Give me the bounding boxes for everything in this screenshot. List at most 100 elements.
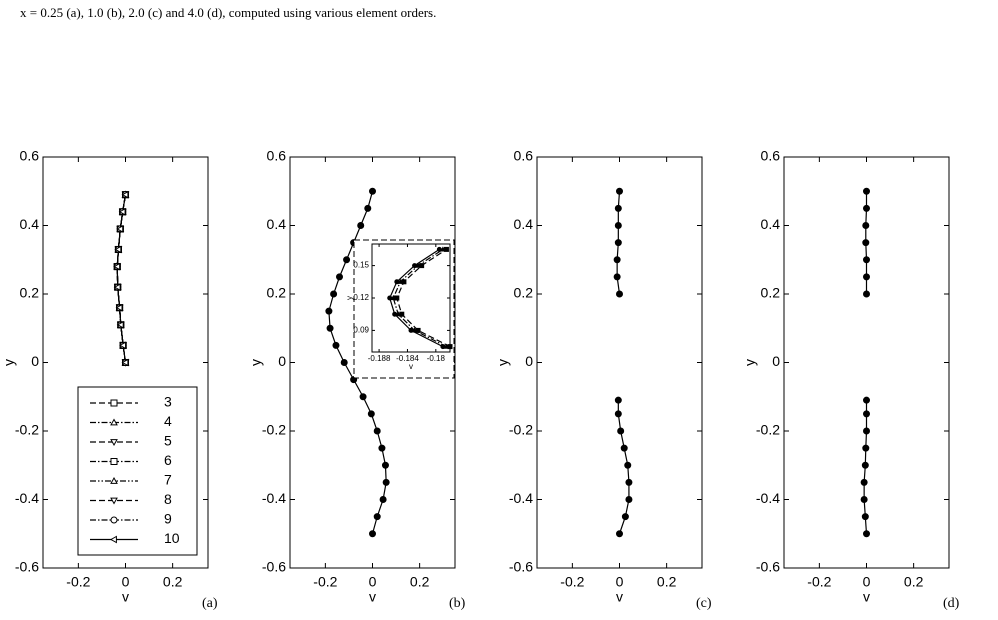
legend-label: 3 xyxy=(164,394,172,410)
marker xyxy=(863,530,870,538)
panel-label: (d) xyxy=(943,596,960,611)
x-tick-label: 0.2 xyxy=(904,574,924,590)
marker xyxy=(621,513,629,521)
marker xyxy=(113,262,121,271)
marker xyxy=(115,303,123,312)
marker xyxy=(614,239,622,247)
marker xyxy=(415,262,421,268)
marker xyxy=(330,290,338,298)
y-tick-label: -0.2 xyxy=(15,422,39,438)
marker xyxy=(357,222,365,229)
x-tick-label: 0 xyxy=(863,574,871,590)
y-tick-label: 0.2 xyxy=(514,285,534,301)
y-tick-label: -0.6 xyxy=(509,559,533,575)
y-tick-label: -0.2 xyxy=(509,422,533,438)
x-tick-label: 0 xyxy=(616,574,624,590)
marker xyxy=(862,222,870,229)
y-tick-label: 0.4 xyxy=(761,216,781,232)
marker xyxy=(116,225,124,233)
marker xyxy=(863,204,870,212)
marker xyxy=(443,343,450,349)
marker xyxy=(113,283,121,291)
x-tick-label: -0.188 xyxy=(368,354,391,363)
marker xyxy=(379,496,387,503)
y-tick-label: 0.6 xyxy=(514,148,534,164)
legend-marker xyxy=(110,418,118,426)
x-tick-label: -0.2 xyxy=(807,574,831,590)
marker xyxy=(613,273,621,281)
marker xyxy=(617,427,625,435)
x-tick-label: 0 xyxy=(122,574,130,590)
legend-label: 10 xyxy=(164,530,180,546)
y-tick-label: 0.12 xyxy=(353,293,369,302)
y-tick-label: -0.4 xyxy=(756,490,780,506)
y-tick-label: 0.6 xyxy=(20,148,40,164)
marker xyxy=(613,256,621,264)
legend-label: 9 xyxy=(164,511,172,527)
y-tick-label: -0.2 xyxy=(756,422,780,438)
marker xyxy=(367,410,375,418)
marker xyxy=(616,187,623,195)
marker xyxy=(440,246,446,252)
marker xyxy=(447,344,453,350)
x-tick-label: -0.2 xyxy=(560,574,584,590)
y-axis-label: y xyxy=(495,359,511,366)
x-tick-label: -0.2 xyxy=(313,574,337,590)
legend-marker xyxy=(110,516,118,524)
y-tick-label: -0.4 xyxy=(15,490,39,506)
marker xyxy=(340,359,348,366)
caption: x = 0.25 (a), 1.0 (b), 2.0 (c) and 4.0 (… xyxy=(20,5,436,20)
y-tick-label: -0.4 xyxy=(509,490,533,506)
panel-label: (a) xyxy=(202,596,218,611)
inset-frame xyxy=(353,239,455,379)
marker xyxy=(862,239,870,247)
legend-box xyxy=(77,386,198,556)
marker xyxy=(114,245,122,254)
marker xyxy=(614,396,622,404)
marker xyxy=(863,396,870,404)
marker xyxy=(616,290,623,298)
marker xyxy=(397,278,404,284)
marker xyxy=(118,207,126,216)
x-tick-label: 0 xyxy=(369,574,377,590)
y-tick-label: 0 xyxy=(772,353,780,369)
x-axis-label: v xyxy=(863,589,870,605)
marker xyxy=(121,358,129,367)
y-tick-label: 0.09 xyxy=(353,326,369,335)
legend-marker xyxy=(110,458,118,465)
y-axis-label: y xyxy=(1,359,17,366)
x-axis-label: v xyxy=(616,589,623,605)
y-tick-label: 0 xyxy=(525,353,533,369)
legend-label: 8 xyxy=(164,491,172,507)
marker xyxy=(614,222,622,229)
x-axis-label: v xyxy=(369,589,376,605)
marker xyxy=(119,341,127,350)
x-tick-label: 0.2 xyxy=(410,574,430,590)
marker xyxy=(863,273,870,281)
y-tick-label: 0.6 xyxy=(761,148,781,164)
marker xyxy=(862,444,870,452)
marker xyxy=(359,393,367,401)
x-tick-label: 0.2 xyxy=(163,574,183,590)
marker xyxy=(343,256,351,264)
marker xyxy=(336,273,343,281)
legend-marker xyxy=(109,535,117,544)
y-tick-label: 0.2 xyxy=(20,285,40,301)
marker xyxy=(415,327,421,333)
y-tick-label: 0.2 xyxy=(267,285,287,301)
y-axis-label: y xyxy=(345,296,354,300)
marker xyxy=(378,444,386,452)
marker xyxy=(332,341,340,349)
plot-frame xyxy=(536,156,703,569)
marker xyxy=(399,311,405,317)
x-tick-label: -0.184 xyxy=(396,354,419,363)
y-tick-label: -0.6 xyxy=(262,559,286,575)
marker xyxy=(863,187,870,195)
x-tick-label: -0.18 xyxy=(427,354,446,363)
marker xyxy=(863,256,870,264)
marker xyxy=(369,187,376,195)
marker xyxy=(373,513,381,521)
marker xyxy=(369,530,376,538)
y-axis-label: y xyxy=(742,359,758,366)
